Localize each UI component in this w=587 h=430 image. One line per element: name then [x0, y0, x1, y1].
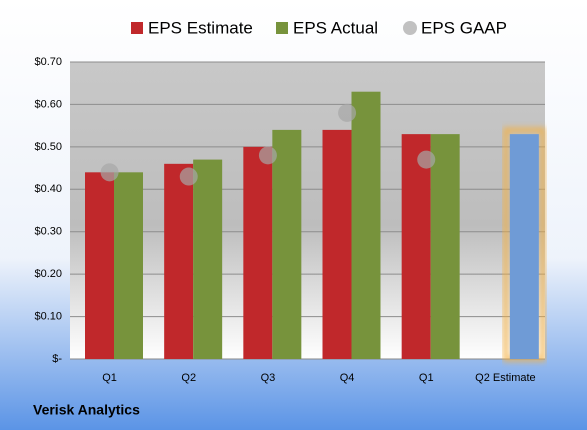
bar: [193, 159, 223, 359]
point: [179, 167, 198, 186]
bar: [322, 129, 352, 359]
bar: [272, 129, 302, 359]
x-tick-label: Q1: [102, 372, 117, 384]
legend-label: EPS Actual: [293, 18, 378, 37]
legend-marker: [276, 22, 288, 34]
point: [258, 146, 277, 165]
x-tick-label: Q2 Estimate: [475, 372, 536, 384]
y-tick-label: $0.70: [34, 56, 62, 68]
y-tick-label: $0.60: [34, 98, 62, 110]
y-tick-label: $0.30: [34, 226, 62, 238]
bar: [401, 134, 431, 359]
bar: [114, 172, 143, 359]
legend-label: EPS GAAP: [421, 18, 507, 37]
x-tick-label: Q3: [261, 372, 276, 384]
x-tick-label: Q4: [340, 372, 355, 384]
x-tick-label: Q2: [181, 372, 196, 384]
bar: [509, 134, 539, 359]
caption: Verisk Analytics: [33, 402, 140, 418]
y-tick-label: $0.50: [34, 141, 62, 153]
x-tick-label: Q1: [419, 372, 434, 384]
bar: [243, 146, 273, 359]
point: [338, 103, 357, 122]
point: [417, 150, 436, 169]
y-tick-label: $0.20: [34, 268, 62, 280]
bar: [164, 163, 194, 359]
legend-marker: [131, 22, 143, 34]
plot-area: [70, 62, 545, 359]
bar: [351, 91, 381, 359]
y-tick-label: $0.40: [34, 183, 62, 195]
bar: [430, 134, 460, 359]
bar: [85, 172, 114, 359]
legend-marker: [403, 21, 417, 35]
point: [100, 163, 119, 182]
y-tick-label: $0.10: [34, 310, 62, 322]
legend-label: EPS Estimate: [148, 18, 253, 37]
y-tick-label: $-: [52, 353, 62, 365]
